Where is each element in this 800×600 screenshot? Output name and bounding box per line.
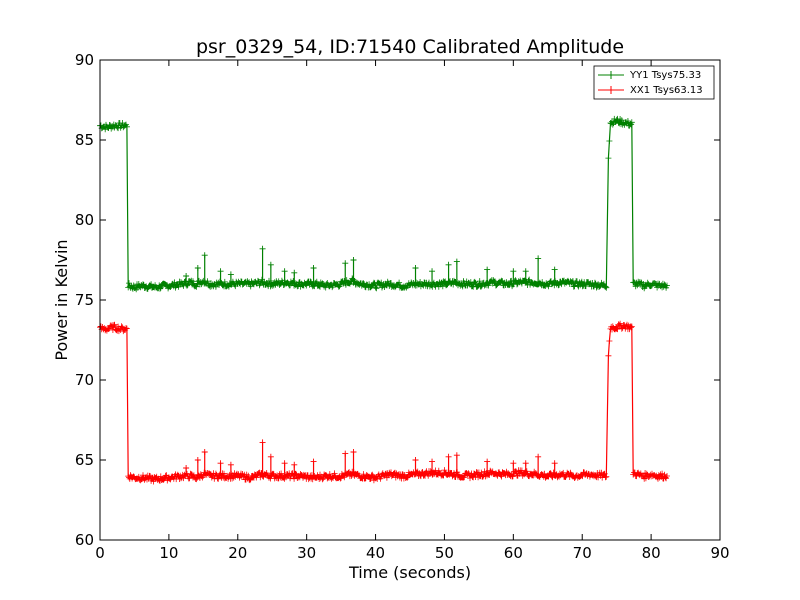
spike-marker bbox=[267, 261, 274, 268]
y-axis-label: Power in Kelvin bbox=[52, 239, 71, 360]
x-tick-label: 0 bbox=[95, 544, 105, 562]
spike-marker bbox=[484, 266, 491, 273]
spike-marker bbox=[412, 265, 419, 271]
y-tick-label: 80 bbox=[75, 211, 94, 229]
spike-marker bbox=[183, 273, 190, 279]
y-tick-label: 85 bbox=[75, 131, 94, 149]
spike-marker bbox=[535, 453, 542, 460]
spike-marker bbox=[310, 458, 317, 465]
y-tick-label: 75 bbox=[75, 291, 94, 309]
x-tick-label: 80 bbox=[642, 544, 661, 562]
spike-marker bbox=[227, 461, 234, 468]
spike-marker bbox=[510, 460, 517, 467]
spike-marker bbox=[201, 252, 208, 259]
spike-marker bbox=[342, 260, 349, 267]
spike-marker bbox=[522, 268, 529, 275]
x-tick-label: 50 bbox=[435, 544, 454, 562]
spike-marker bbox=[227, 271, 234, 278]
spike-marker bbox=[194, 265, 201, 271]
spike-marker bbox=[217, 268, 224, 275]
legend-label-yy1: YY1 Tsys75.33 bbox=[629, 70, 701, 81]
x-tick-label: 10 bbox=[159, 544, 178, 562]
spike-marker bbox=[522, 460, 529, 467]
spike-marker bbox=[201, 449, 208, 455]
spike-marker bbox=[183, 465, 190, 471]
series-layer bbox=[97, 115, 670, 485]
spike-marker bbox=[412, 457, 419, 463]
ticks-layer: 0 10 20 30 40 50 60 70 80 90 60 65 70 75 80 85 90 bbox=[75, 51, 730, 562]
spike-marker bbox=[429, 458, 436, 465]
legend: YY1 Tsys75.33 XX1 Tsys63.13 bbox=[593, 65, 715, 100]
spike-marker bbox=[350, 257, 357, 263]
x-tick-label: 20 bbox=[228, 544, 247, 562]
legend-marker-yy1 bbox=[607, 71, 615, 79]
spike-marker bbox=[291, 269, 298, 276]
spike-marker bbox=[217, 460, 224, 467]
y-tick-label: 70 bbox=[75, 371, 94, 389]
spike-marker bbox=[310, 265, 317, 271]
x-tick-label: 60 bbox=[504, 544, 523, 562]
spike-marker bbox=[535, 255, 542, 262]
legend-marker-xx1 bbox=[607, 86, 615, 94]
spike-marker bbox=[281, 268, 288, 275]
x-tick-label: 70 bbox=[573, 544, 592, 562]
x-axis-label: Time (seconds) bbox=[348, 563, 471, 582]
x-tick-label: 40 bbox=[366, 544, 385, 562]
x-tick-label: 90 bbox=[710, 544, 729, 562]
spike-marker bbox=[453, 258, 460, 265]
y-tick-label: 90 bbox=[75, 51, 94, 69]
spike-marker bbox=[551, 266, 558, 273]
spike-marker bbox=[551, 460, 558, 467]
spike-marker bbox=[259, 439, 266, 446]
spike-marker bbox=[484, 458, 491, 465]
spike-marker bbox=[281, 460, 288, 467]
spike-marker bbox=[429, 268, 436, 275]
spike-marker bbox=[445, 261, 452, 268]
spike-marker bbox=[445, 453, 452, 460]
chart-title: psr_0329_54, ID:71540 Calibrated Amplitu… bbox=[196, 36, 624, 58]
y-tick-label: 65 bbox=[75, 451, 94, 469]
spike-marker bbox=[342, 450, 349, 457]
spike-marker bbox=[194, 457, 201, 463]
legend-label-xx1: XX1 Tsys63.13 bbox=[630, 85, 703, 96]
spike-marker bbox=[453, 452, 460, 459]
spike-marker bbox=[259, 245, 266, 252]
spike-marker bbox=[291, 461, 298, 468]
spike-marker bbox=[267, 453, 274, 460]
spike-marker bbox=[510, 268, 517, 275]
y-tick-label: 60 bbox=[75, 531, 94, 549]
spike-marker bbox=[350, 449, 357, 455]
x-tick-label: 30 bbox=[297, 544, 316, 562]
legend-box bbox=[593, 65, 715, 100]
